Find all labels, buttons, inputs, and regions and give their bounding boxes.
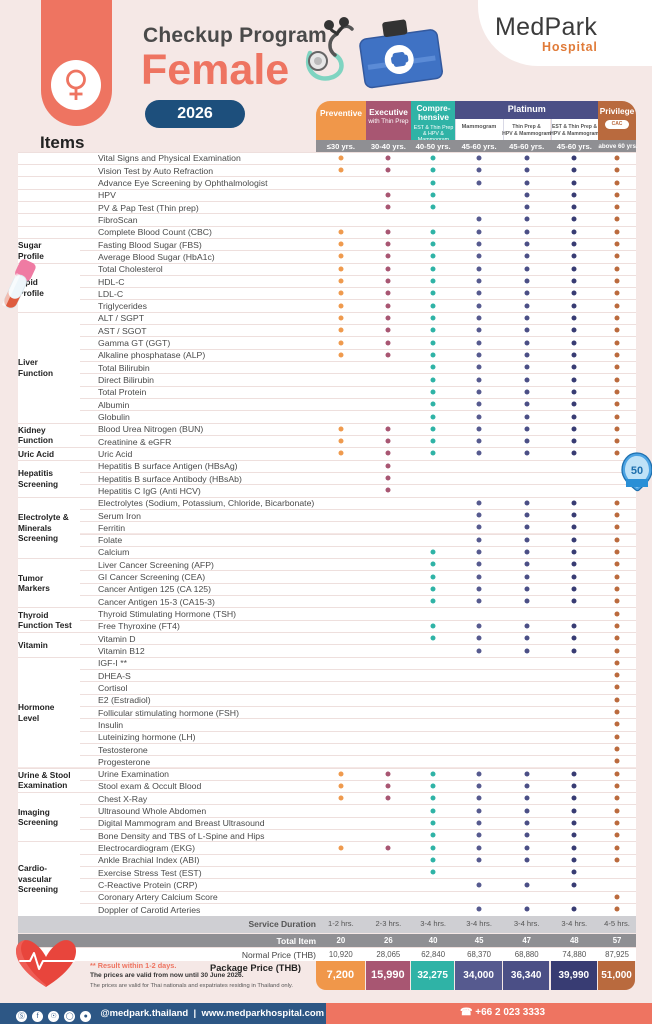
svg-text:50: 50 [631, 465, 643, 477]
